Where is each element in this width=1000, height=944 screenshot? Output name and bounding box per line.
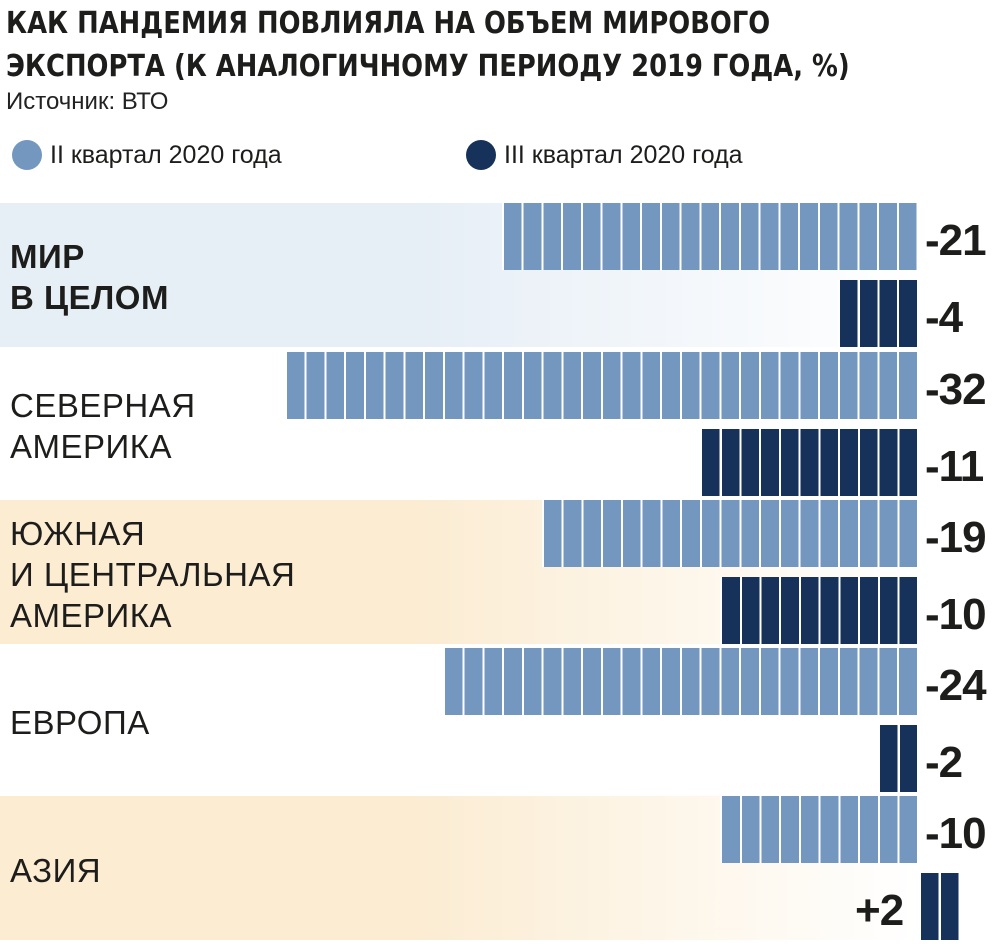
bar-q2	[502, 203, 917, 270]
legend-item-q2: II квартал 2020 года	[12, 140, 282, 170]
bar-q3	[838, 280, 917, 347]
legend-label-q2: II квартал 2020 года	[50, 140, 282, 169]
legend-label-q3: III квартал 2020 года	[504, 140, 743, 169]
value-label-q2: -10	[925, 809, 987, 858]
category-label-line: АМЕРИКА	[10, 428, 172, 465]
chart-title: КАК ПАНДЕМИЯ ПОВЛИЯЛА НА ОБЪЕМ МИРОВОГО …	[6, 2, 857, 88]
category-label-line: В ЦЕЛОМ	[10, 279, 169, 316]
value-label-q2: -21	[925, 216, 987, 265]
category-label: МИР В ЦЕЛОМ	[10, 236, 169, 318]
value-label-q2: -19	[925, 513, 987, 562]
category-label-line: АЗИЯ	[10, 851, 102, 889]
category-label-line: АМЕРИКА	[10, 596, 172, 634]
bar-q2	[285, 352, 917, 419]
value-label-q3: -4	[925, 293, 963, 342]
category-label: ЕВРОПА	[10, 702, 150, 743]
value-label-q3: -11	[925, 442, 984, 491]
category-label: АЗИЯ	[10, 850, 101, 891]
chart-source: Источник: ВТО	[6, 88, 169, 115]
category-label-line: МИР	[10, 238, 85, 275]
value-label-q2: -32	[925, 365, 987, 414]
bar-q3	[877, 725, 917, 792]
legend-swatch-q3	[466, 140, 496, 170]
category-label: ЮЖНАЯ И ЦЕНТРАЛЬНАЯ АМЕРИКА	[10, 513, 295, 636]
chart-legend: II квартал 2020 года III квартал 2020 го…	[0, 140, 1000, 180]
category-label-line: СЕВЕРНАЯ	[10, 387, 196, 424]
value-label-q3: +2	[855, 886, 904, 935]
bar-q2	[541, 500, 917, 567]
value-label-q3: -10	[925, 590, 987, 639]
value-label-q2: -24	[925, 661, 987, 710]
value-label-q3: -2	[925, 738, 963, 787]
bar-q2	[443, 648, 917, 715]
bar-q2	[719, 796, 917, 863]
bar-q3	[699, 429, 917, 496]
chart-title-line-1: КАК ПАНДЕМИЯ ПОВЛИЯЛА НА ОБЪЕМ МИРОВОГО	[6, 6, 771, 41]
bar-q3	[719, 577, 917, 644]
legend-swatch-q2	[12, 140, 42, 170]
chart-title-line-2: ЭКСПОРТА (К АНАЛОГИЧНОМУ ПЕРИОДУ 2019 ГО…	[6, 49, 850, 84]
legend-item-q3: III квартал 2020 года	[466, 140, 743, 170]
category-label-line: ЕВРОПА	[10, 703, 150, 741]
category-label-line: И ЦЕНТРАЛЬНАЯ	[10, 555, 296, 593]
category-label: СЕВЕРНАЯ АМЕРИКА	[10, 385, 196, 467]
category-label-line: ЮЖНАЯ	[10, 514, 146, 552]
bar-q3	[919, 873, 959, 940]
